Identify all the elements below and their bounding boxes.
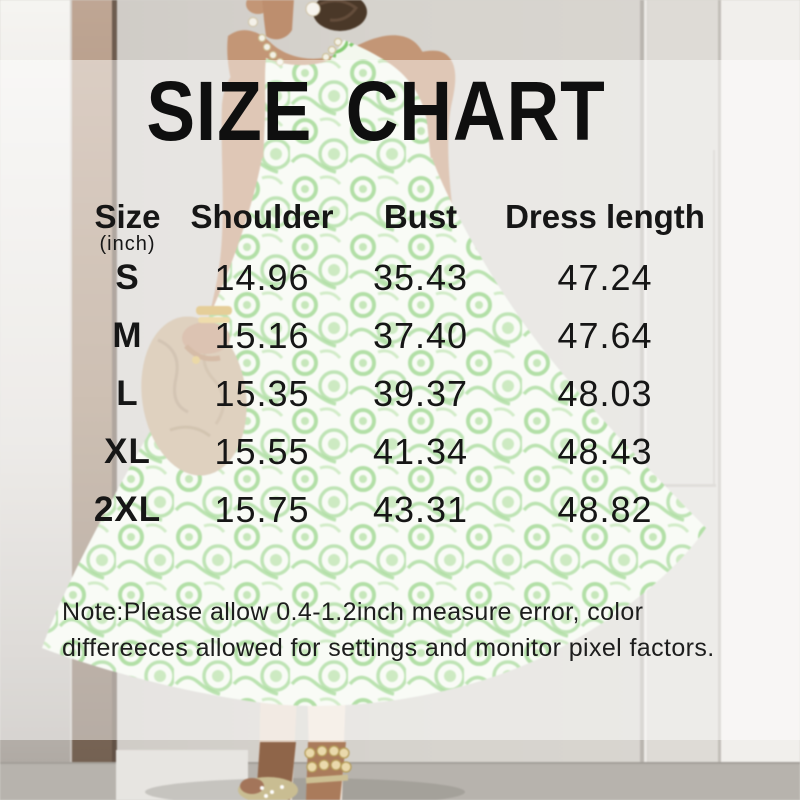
measure-error-note: Note:Please allow 0.4-1.2inch measure er…	[62, 594, 774, 666]
row-2xl-size: 2XL	[93, 490, 162, 529]
row-xl-dress-length: 48.43	[557, 431, 653, 472]
row-xl-shoulder: 15.55	[214, 431, 310, 472]
bracelet-2	[198, 317, 230, 323]
left-earring	[248, 17, 258, 27]
row-m-shoulder: 15.16	[214, 315, 310, 356]
front-leg-lower	[306, 742, 346, 800]
woman-figure	[42, 0, 706, 800]
page-title: SIZE CHART	[146, 64, 606, 158]
header-dress-length-label: Dress length	[505, 198, 705, 235]
row-s-shoulder: 14.96	[214, 257, 310, 298]
halter-strap-jewels	[258, 34, 342, 66]
white-overlay-band	[0, 60, 800, 740]
row-s-size: S	[115, 258, 140, 297]
header-size-label: Size	[94, 198, 161, 235]
hand	[182, 322, 230, 354]
row-l-bust: 39.37	[372, 373, 469, 414]
row-s-dress-length: 47.24	[557, 257, 653, 298]
note-line-1: Note:Please allow 0.4-1.2inch measure er…	[62, 598, 644, 626]
ankle-bracelet	[304, 745, 352, 773]
row-xl-size: XL	[104, 432, 151, 471]
bracelet	[196, 306, 232, 315]
row-l-size: L	[116, 374, 139, 413]
neck	[262, 0, 294, 40]
hair-swirl	[319, 0, 359, 22]
row-2xl-dress-length: 48.82	[557, 489, 653, 530]
row-l-dress-length: 48.03	[557, 373, 653, 414]
header-size-unit: (inch)	[99, 233, 156, 255]
floor	[0, 750, 800, 800]
shoe-strap	[305, 774, 349, 784]
note-line-2: differeeces allowed for settings and mon…	[62, 634, 715, 662]
left-arm	[205, 64, 275, 353]
column-header-size: Size (inch)	[60, 195, 195, 254]
row-l-shoulder: 15.35	[214, 373, 310, 414]
jeweled-shoe	[238, 777, 298, 800]
row-2xl-bust: 43.31	[372, 489, 469, 530]
header-shoulder-label: Shoulder	[190, 198, 334, 235]
dress-skirt	[42, 158, 706, 706]
row-m-dress-length: 47.64	[557, 315, 653, 356]
row-s-bust: 35.43	[372, 257, 469, 298]
column-header-dress-length: Dress length	[505, 195, 705, 249]
column-header-shoulder: Shoulder	[191, 195, 334, 249]
size-table: Size (inch) Shoulder Bust Dress length S…	[60, 195, 705, 539]
row-xl-bust: 41.34	[372, 431, 469, 472]
ring	[192, 356, 200, 364]
fingers	[184, 344, 221, 362]
column-header-bust: Bust	[329, 195, 512, 249]
dress-bodice	[263, 40, 431, 162]
row-m-size: M	[112, 316, 143, 355]
row-m-bust: 37.40	[372, 315, 469, 356]
right-earring	[305, 1, 321, 17]
row-2xl-shoulder: 15.75	[214, 489, 310, 530]
header-bust-label: Bust	[383, 198, 458, 235]
